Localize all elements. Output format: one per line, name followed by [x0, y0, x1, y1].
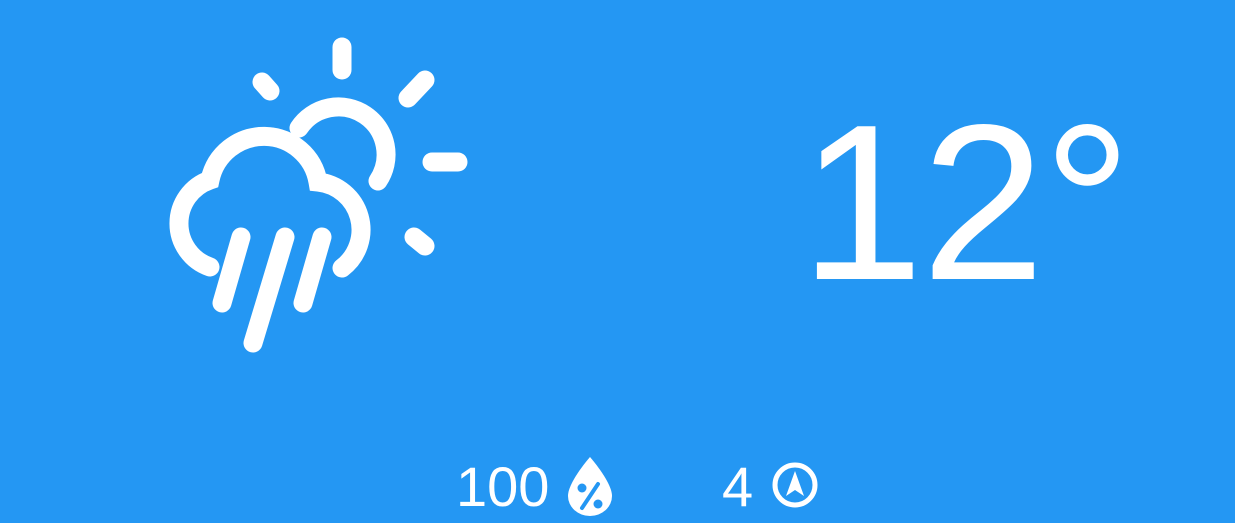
humidity-value: 100 — [456, 455, 550, 518]
wind-value: 4 — [722, 455, 754, 518]
wind-stat: 4 — [722, 456, 821, 518]
humidity-stat: 100 — [456, 456, 615, 518]
partly-sunny-rain-icon — [169, 37, 468, 353]
weather-stats: 100 4 — [0, 456, 1235, 523]
wind-direction-arrow-icon — [769, 459, 821, 516]
temperature-reading: 12° — [800, 79, 1132, 327]
humidity-drop-percent-icon — [565, 454, 615, 521]
